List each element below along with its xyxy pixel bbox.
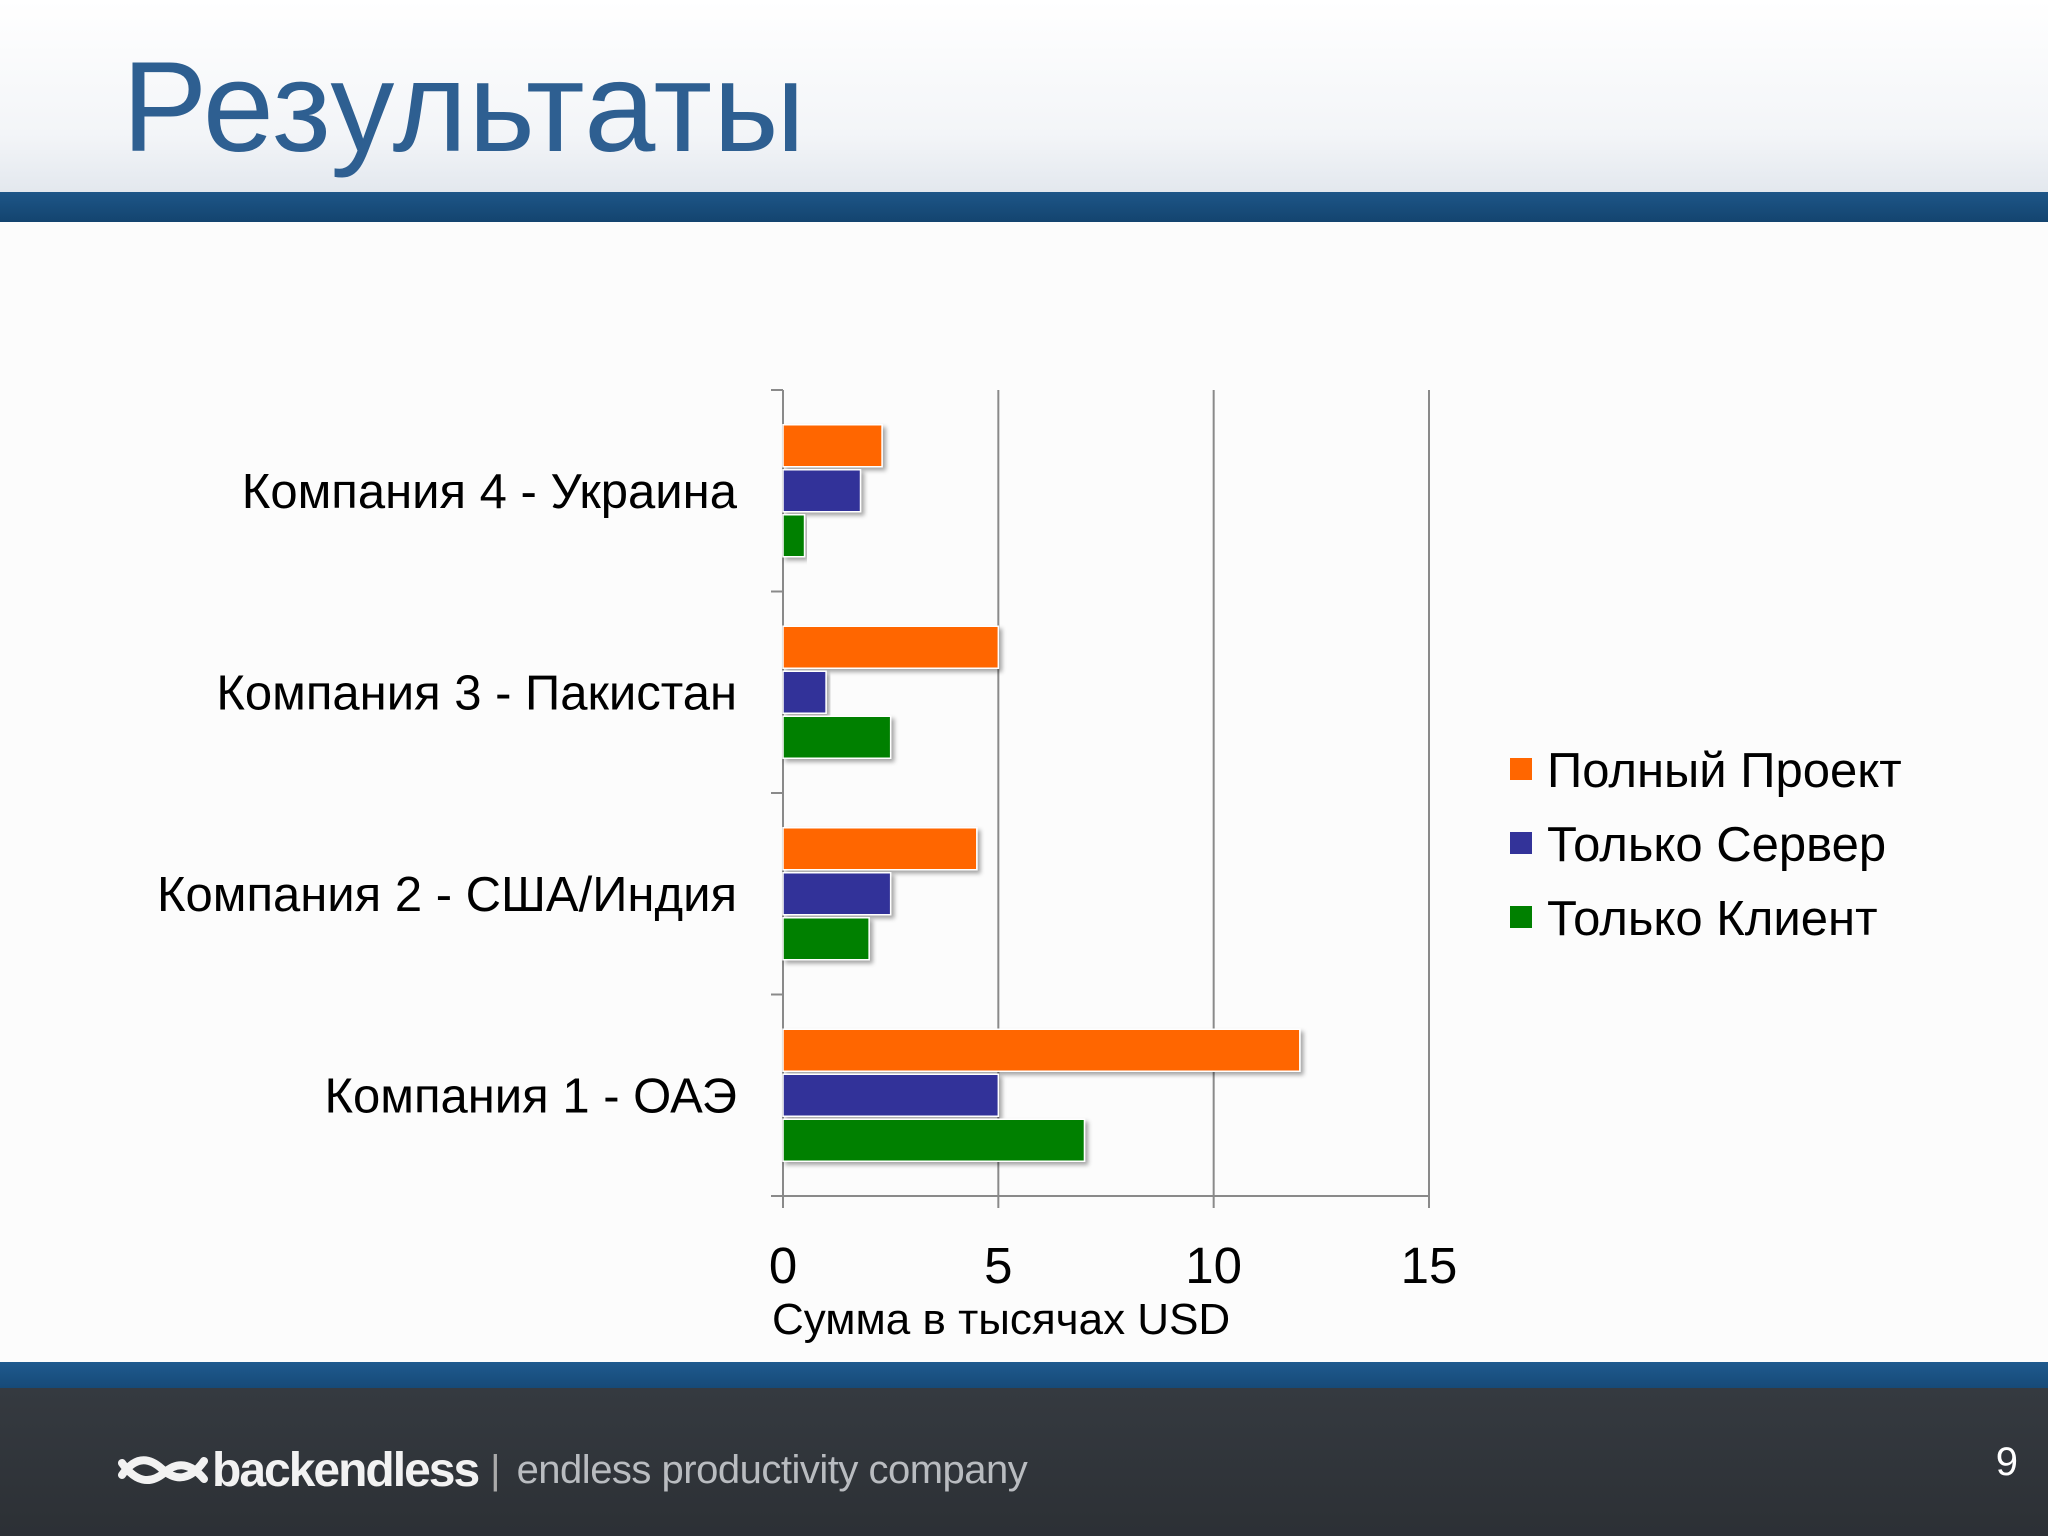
bar xyxy=(782,514,806,558)
bar xyxy=(782,469,862,513)
x-axis-title: Сумма в тысячах USD xyxy=(772,1295,1230,1344)
category-label: Компания 4 - Украина xyxy=(242,465,738,519)
bar xyxy=(782,1073,1000,1117)
legend-swatch xyxy=(1510,758,1532,780)
legend-swatch xyxy=(1510,832,1532,854)
legend-label: Только Клиент xyxy=(1547,892,1878,946)
legend-label: Полный Проект xyxy=(1547,744,1902,798)
brand-name: backendless xyxy=(212,1443,480,1497)
slide-footer: backendless | endless productivity compa… xyxy=(0,1388,2048,1536)
page-number: 9 xyxy=(1995,1440,2018,1484)
category-label: Компания 3 - Пакистан xyxy=(216,666,737,720)
legend-swatch xyxy=(1510,906,1532,928)
brand: backendless | endless productivity compa… xyxy=(118,1440,1028,1500)
brand-separator: | xyxy=(490,1447,501,1492)
bar xyxy=(782,917,870,961)
slide-title: Результаты xyxy=(122,36,807,179)
bar xyxy=(782,424,883,468)
slide-header: Результаты xyxy=(0,0,2048,192)
bar xyxy=(782,625,1000,669)
backendless-logo-icon xyxy=(118,1456,208,1485)
bar xyxy=(782,827,978,871)
footer-stripe xyxy=(0,1362,2048,1388)
header-band xyxy=(0,192,2048,222)
x-tick-label: 10 xyxy=(1185,1237,1242,1294)
category-label: Компания 2 - США/Индия xyxy=(157,868,737,922)
bar-chart: 0 5 10 15 Компания 1 - ОАЭ Компания 2 - США/И… xyxy=(157,389,1902,1344)
category-label: Компания 1 - ОАЭ xyxy=(324,1069,737,1123)
bar xyxy=(782,1028,1301,1072)
legend-label: Только Сервер xyxy=(1547,818,1886,872)
x-tick-label: 5 xyxy=(984,1237,1012,1294)
bar xyxy=(782,715,892,759)
bar xyxy=(782,872,892,916)
brand-tagline: endless productivity company xyxy=(516,1447,1028,1492)
x-tick-label: 0 xyxy=(769,1237,797,1294)
bar xyxy=(782,1118,1086,1162)
x-tick-label: 15 xyxy=(1401,1237,1458,1294)
bar xyxy=(782,670,827,714)
